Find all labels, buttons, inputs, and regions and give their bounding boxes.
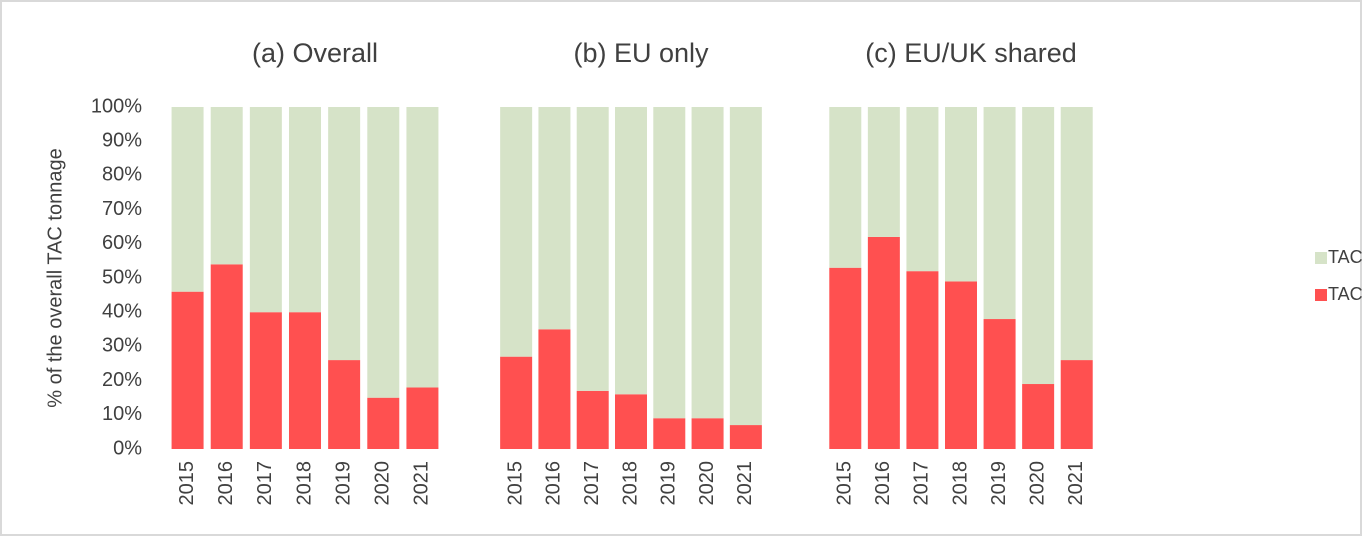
- panel-title: (c) EU/UK shared: [865, 38, 1077, 68]
- bar-segment: [210, 264, 243, 449]
- panel-title: (a) Overall: [252, 38, 378, 68]
- y-tick-label: 40%: [102, 300, 142, 322]
- bar-segment: [171, 107, 204, 292]
- bar-segment: [653, 418, 686, 449]
- bar-segment: [615, 394, 647, 449]
- bar-segment: [729, 107, 762, 426]
- bar-segment: [906, 271, 939, 449]
- x-tick-label: 2020: [696, 461, 718, 506]
- bar-segment: [328, 107, 361, 361]
- legend-label: TACs > advice: [1328, 284, 1362, 304]
- bar-segment: [406, 107, 439, 388]
- bar-segment: [367, 107, 400, 398]
- x-tick-label: 2018: [949, 461, 971, 506]
- x-tick-label: 2016: [872, 461, 894, 506]
- bar-segment: [615, 107, 647, 395]
- bar-segment: [867, 236, 900, 449]
- bar-segment: [983, 107, 1016, 320]
- bar-segment: [906, 107, 939, 272]
- y-tick-label: 100%: [91, 95, 142, 117]
- y-axis-label: % of the overall TAC tonnage: [44, 148, 66, 407]
- x-tick-label: 2015: [504, 461, 526, 506]
- bar-segment: [983, 319, 1016, 449]
- y-tick-label: 20%: [102, 369, 142, 391]
- x-tick-label: 2015: [176, 461, 198, 506]
- x-tick-label: 2016: [543, 461, 565, 506]
- bar-segment: [406, 387, 439, 449]
- bar-segment: [829, 107, 862, 268]
- bar-segment: [328, 360, 361, 449]
- y-tick-label: 80%: [102, 164, 142, 186]
- bar-segment: [500, 356, 533, 449]
- bar-segment: [249, 312, 282, 449]
- bar-segment: [867, 107, 900, 237]
- legend-swatch: [1315, 252, 1327, 264]
- bar-segment: [576, 107, 609, 391]
- bar-segment: [729, 425, 762, 449]
- bar-segment: [538, 107, 571, 330]
- x-tick-label: 2019: [332, 461, 354, 506]
- x-tick-label: 2021: [1065, 461, 1087, 506]
- y-tick-label: 90%: [102, 129, 142, 151]
- legend-label: TACs <= advice: [1328, 247, 1362, 267]
- legend-swatch: [1315, 289, 1327, 301]
- bar-segment: [538, 329, 571, 449]
- bar-segment: [289, 312, 321, 449]
- x-tick-label: 2016: [215, 461, 237, 506]
- x-tick-label: 2020: [1026, 461, 1048, 506]
- x-tick-label: 2021: [734, 461, 756, 506]
- bar-segment: [1060, 360, 1093, 449]
- bar-segment: [367, 397, 400, 449]
- x-tick-label: 2019: [658, 461, 680, 506]
- bar-segment: [576, 390, 609, 449]
- x-tick-label: 2018: [293, 461, 315, 506]
- x-tick-label: 2018: [619, 461, 641, 506]
- bar-segment: [210, 107, 243, 265]
- bar-segment: [1060, 107, 1093, 361]
- bar-segment: [945, 107, 977, 282]
- y-tick-label: 10%: [102, 403, 142, 425]
- bar-segment: [945, 281, 977, 449]
- bar-segment: [171, 291, 204, 449]
- bar-segment: [249, 107, 282, 313]
- y-tick-label: 70%: [102, 198, 142, 220]
- bar-segment: [500, 107, 533, 357]
- x-tick-label: 2017: [911, 461, 933, 506]
- bar-segment: [691, 418, 724, 449]
- y-tick-label: 30%: [102, 335, 142, 357]
- x-tick-label: 2015: [834, 461, 856, 506]
- x-tick-label: 2020: [372, 461, 394, 506]
- y-tick-label: 50%: [102, 266, 142, 288]
- x-tick-label: 2017: [254, 461, 276, 506]
- bar-segment: [691, 107, 724, 419]
- bar-segment: [653, 107, 686, 419]
- y-tick-label: 60%: [102, 232, 142, 254]
- bar-segment: [1022, 107, 1055, 385]
- bar-segment: [289, 107, 321, 313]
- bar-segment: [829, 267, 862, 449]
- panel-title: (b) EU only: [573, 38, 709, 68]
- x-tick-label: 2019: [988, 461, 1010, 506]
- x-tick-label: 2021: [411, 461, 433, 506]
- bar-segment: [1022, 384, 1055, 449]
- x-tick-label: 2017: [581, 461, 603, 506]
- y-tick-label: 0%: [113, 437, 142, 459]
